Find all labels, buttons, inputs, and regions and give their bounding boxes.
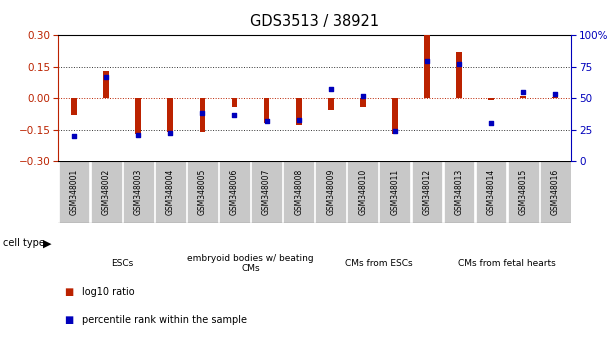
Bar — [456, 52, 462, 98]
Bar — [71, 98, 77, 115]
Bar — [328, 98, 334, 110]
Bar — [187, 161, 218, 223]
Bar — [251, 161, 282, 223]
Text: embryoid bodies w/ beating
CMs: embryoid bodies w/ beating CMs — [187, 254, 314, 273]
Point — [230, 112, 240, 118]
Point — [69, 133, 79, 139]
Bar — [284, 161, 314, 223]
Point — [454, 62, 464, 67]
Text: CMs from fetal hearts: CMs from fetal hearts — [458, 259, 556, 268]
Text: GSM348007: GSM348007 — [262, 169, 271, 215]
Text: GSM348006: GSM348006 — [230, 169, 239, 215]
Text: cell type: cell type — [3, 238, 45, 249]
Bar — [219, 161, 250, 223]
Text: GSM348011: GSM348011 — [390, 169, 400, 215]
Point — [486, 120, 496, 126]
Text: log10 ratio: log10 ratio — [82, 287, 135, 297]
Text: GSM348004: GSM348004 — [166, 169, 175, 215]
Bar — [296, 98, 301, 125]
Bar — [540, 161, 571, 223]
Text: ESCs: ESCs — [111, 259, 133, 268]
Point — [197, 110, 207, 116]
Bar — [348, 161, 378, 223]
Bar — [155, 161, 186, 223]
Bar — [552, 97, 558, 98]
Text: GSM348015: GSM348015 — [519, 169, 528, 215]
Bar — [315, 161, 346, 223]
Bar — [136, 98, 141, 134]
Bar — [392, 98, 398, 134]
Text: GSM348014: GSM348014 — [486, 169, 496, 215]
Text: GDS3513 / 38921: GDS3513 / 38921 — [250, 14, 379, 29]
Text: GSM348009: GSM348009 — [326, 169, 335, 215]
Bar — [424, 35, 430, 98]
Bar — [476, 161, 507, 223]
Point — [326, 87, 335, 92]
Bar — [200, 98, 205, 132]
Bar — [521, 96, 526, 98]
Text: ▶: ▶ — [43, 238, 52, 249]
Bar — [379, 161, 410, 223]
Text: CMs from ESCs: CMs from ESCs — [345, 259, 412, 268]
Text: ■: ■ — [64, 287, 73, 297]
Text: GSM348005: GSM348005 — [198, 169, 207, 215]
Bar — [444, 161, 474, 223]
Text: GSM348001: GSM348001 — [70, 169, 79, 215]
Bar — [91, 161, 122, 223]
Bar — [123, 161, 153, 223]
Bar — [232, 98, 237, 107]
Text: GSM348013: GSM348013 — [455, 169, 464, 215]
Text: GSM348008: GSM348008 — [294, 169, 303, 215]
Bar — [59, 161, 89, 223]
Bar — [264, 98, 269, 124]
Point — [133, 132, 143, 137]
Bar — [508, 161, 538, 223]
Text: GSM348010: GSM348010 — [358, 169, 367, 215]
Bar — [167, 98, 173, 132]
Point — [294, 117, 304, 122]
Bar — [103, 71, 109, 98]
Point — [518, 89, 528, 95]
Point — [390, 128, 400, 134]
Text: GSM348012: GSM348012 — [422, 169, 431, 215]
Bar — [360, 98, 365, 107]
Point — [262, 118, 271, 124]
Point — [166, 131, 175, 136]
Point — [422, 58, 432, 63]
Point — [358, 93, 368, 98]
Text: ■: ■ — [64, 315, 73, 325]
Text: percentile rank within the sample: percentile rank within the sample — [82, 315, 247, 325]
Point — [101, 74, 111, 80]
Text: GSM348016: GSM348016 — [551, 169, 560, 215]
Text: GSM348003: GSM348003 — [134, 169, 143, 215]
Bar — [488, 98, 494, 100]
Point — [551, 92, 560, 97]
Bar — [412, 161, 442, 223]
Text: GSM348002: GSM348002 — [101, 169, 111, 215]
